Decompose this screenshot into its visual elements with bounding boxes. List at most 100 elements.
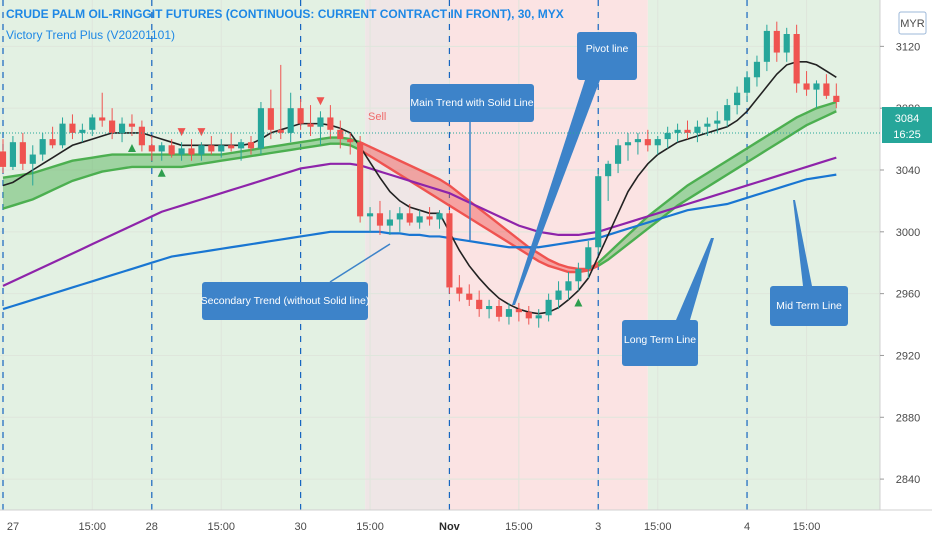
main-trend-band-bear-edge-lower bbox=[359, 148, 599, 274]
candle-body bbox=[19, 142, 26, 164]
main-trend-band-bull-edge-lower bbox=[2, 142, 361, 210]
mid-term-line bbox=[2, 156, 837, 287]
price-axis[interactable] bbox=[880, 0, 932, 550]
candle-body bbox=[763, 30, 770, 62]
candle-body bbox=[168, 145, 175, 155]
x-tick-label: 15:00 bbox=[356, 521, 384, 533]
candle-body bbox=[366, 213, 374, 217]
candle-body bbox=[753, 61, 761, 78]
candle-body bbox=[476, 299, 483, 310]
candle-body bbox=[198, 145, 205, 155]
y-tick-label: 2920 bbox=[896, 350, 920, 362]
callout-mid-term-text: Mid Term Line bbox=[776, 300, 842, 312]
candle-body bbox=[515, 309, 522, 313]
currency-button[interactable]: MYR bbox=[898, 11, 927, 35]
candle-body bbox=[614, 145, 622, 164]
last-price: 3084 bbox=[895, 113, 919, 125]
callout-mid-term: Mid Term Line bbox=[770, 200, 848, 326]
time-axis[interactable] bbox=[0, 510, 932, 550]
candle-body bbox=[436, 213, 443, 220]
candle-body bbox=[495, 306, 503, 317]
candle-body bbox=[714, 120, 721, 124]
y-tick-label: 3120 bbox=[896, 41, 920, 53]
candle-body bbox=[654, 139, 661, 146]
candle-body bbox=[486, 306, 493, 310]
x-tick-label: 28 bbox=[146, 521, 158, 533]
sell-marker bbox=[197, 128, 206, 137]
callout-secondary-text: Secondary Trend (without Solid line) bbox=[201, 295, 370, 307]
candle-body bbox=[813, 83, 820, 90]
currency-button-label[interactable]: MYR bbox=[900, 18, 925, 30]
regime-neutral bbox=[365, 0, 450, 510]
candle-body bbox=[505, 309, 513, 317]
candle-body bbox=[9, 142, 16, 167]
buy-marker bbox=[127, 144, 136, 152]
candle-body bbox=[724, 105, 731, 121]
candle-body bbox=[416, 216, 423, 223]
y-tick-label: 3040 bbox=[896, 165, 920, 177]
candle-body bbox=[247, 142, 255, 149]
candle-body bbox=[347, 139, 354, 143]
candle-body bbox=[634, 139, 641, 143]
indicator-name[interactable]: Victory Trend Plus (V20201101) bbox=[6, 28, 175, 42]
candle-body bbox=[456, 287, 463, 294]
candle-body bbox=[803, 83, 810, 90]
callout-pivot-text: Pivot line bbox=[586, 43, 629, 55]
candle-body bbox=[99, 117, 106, 121]
candle-body bbox=[575, 268, 582, 282]
sell-label: Sell bbox=[368, 111, 386, 123]
sell-marker bbox=[316, 97, 325, 106]
callout-secondary: Secondary Trend (without Solid line) bbox=[201, 243, 391, 320]
candle-body bbox=[595, 176, 602, 248]
candle-body bbox=[39, 139, 46, 155]
candle-body bbox=[138, 126, 145, 146]
candle-body bbox=[178, 148, 185, 155]
candle-body bbox=[128, 123, 136, 127]
long-term-line bbox=[2, 173, 837, 311]
candle-body bbox=[208, 145, 215, 152]
candle-body bbox=[297, 108, 304, 124]
candle-body bbox=[743, 77, 751, 93]
candle-body bbox=[287, 108, 294, 133]
candle-body bbox=[218, 145, 225, 152]
candle-body bbox=[277, 129, 284, 133]
last-price-tag: 3084 16:25 bbox=[882, 107, 932, 143]
x-tick-label: 15:00 bbox=[793, 521, 821, 533]
candle-body bbox=[535, 315, 542, 319]
candle-body bbox=[257, 108, 265, 149]
x-tick-label: 15:00 bbox=[79, 521, 107, 533]
candle-body bbox=[684, 129, 691, 133]
trend-bands bbox=[2, 100, 837, 274]
callout-main-trend: Main Trend with Solid Line bbox=[410, 84, 534, 240]
candle-body bbox=[664, 132, 671, 140]
candle-body bbox=[238, 142, 245, 149]
candle-body bbox=[69, 123, 76, 133]
candle-body bbox=[396, 213, 403, 220]
candle-body bbox=[0, 151, 7, 167]
trend-background-regions bbox=[0, 0, 880, 510]
candle-body bbox=[823, 83, 830, 96]
y-tick-label: 2880 bbox=[896, 412, 920, 424]
candle-body bbox=[327, 117, 334, 130]
candle-body bbox=[317, 117, 324, 127]
candle-body bbox=[545, 299, 552, 316]
candle-body bbox=[267, 108, 274, 130]
candle-body bbox=[307, 123, 314, 127]
time-axis-ticks: 27 15:00 28 15:00 30 15:00 Nov 15:00 3 15:00 4 15:0… bbox=[7, 521, 820, 533]
candle-body bbox=[833, 95, 840, 102]
candle-body bbox=[773, 30, 780, 53]
candle-body bbox=[29, 154, 36, 164]
candle-body bbox=[148, 145, 155, 152]
callout-long-term-text: Long Term Line bbox=[624, 334, 696, 346]
candle-body bbox=[565, 281, 572, 291]
main-trend-band-bull-edge-lower bbox=[597, 110, 837, 267]
candle-body bbox=[406, 213, 413, 223]
candle-body bbox=[555, 290, 562, 300]
candle-body bbox=[644, 139, 651, 146]
candle-body bbox=[734, 92, 741, 106]
y-tick-label: 2960 bbox=[896, 289, 920, 301]
candle-body bbox=[783, 34, 790, 53]
signal-markers bbox=[127, 97, 583, 307]
candle-body bbox=[188, 148, 195, 155]
